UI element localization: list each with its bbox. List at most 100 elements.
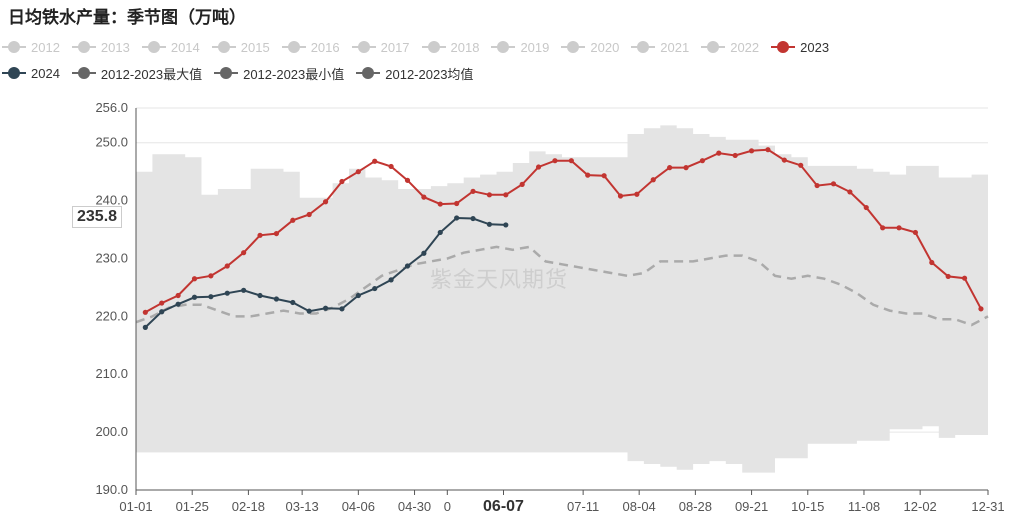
y-tick-label: 220.0: [95, 308, 128, 323]
series-2023-point: [568, 158, 574, 164]
legend-marker-icon: [631, 40, 656, 54]
series-2023-point: [830, 181, 837, 187]
series-2024-point: [388, 277, 394, 283]
series-2023-point: [322, 199, 329, 205]
x-tick-label: 03-13: [286, 499, 319, 514]
legend-item-2012-2023-[interactable]: 2012-2023最大值: [71, 64, 203, 83]
legend-marker-icon: [2, 66, 26, 80]
series-2024-point: [372, 285, 378, 292]
x-tick-label: 11-08: [848, 499, 880, 514]
legend-item-2016[interactable]: 2016: [281, 39, 340, 55]
legend-item-2023[interactable]: 2023: [771, 40, 829, 55]
legend-item-2021[interactable]: 2021: [631, 40, 689, 55]
legend-marker-icon: [701, 40, 726, 54]
legend-label: 2012-2023最小值: [243, 66, 345, 82]
legend-label: 2024: [31, 65, 60, 81]
legend-marker-icon: [561, 40, 586, 54]
legend-item-2012[interactable]: 2012: [2, 40, 60, 55]
x-tick-label: 02-18: [232, 499, 265, 514]
series-2023-point: [241, 250, 247, 256]
legend-label: 2014: [170, 39, 200, 55]
series-2023-point: [224, 263, 230, 269]
legend-label: 2018: [450, 39, 480, 55]
series-2023-point: [880, 225, 886, 231]
x-tick-label: 01-25: [176, 499, 209, 514]
series-2023-line: [144, 148, 982, 314]
watermark: 紫金天风期货: [430, 267, 569, 292]
series-2023-point: [175, 292, 181, 299]
legend-label: 2016: [310, 39, 340, 55]
x-tick-label: 07-11: [567, 499, 599, 514]
x-tick-label: 10-15: [791, 499, 824, 514]
legend-label: 2013: [100, 39, 130, 55]
series-2023-point: [339, 178, 345, 185]
series-average-line: [135, 245, 989, 327]
legend-marker-icon: [421, 40, 446, 54]
legend-item-2015[interactable]: 2015: [211, 40, 270, 55]
chart-title: 日均铁水产量：季节图（万吨）: [8, 8, 246, 27]
legend-label: 2020: [590, 39, 620, 55]
series-2024-point: [208, 294, 214, 300]
x-tick-label: 09-21: [735, 499, 768, 514]
series-2024-point: [273, 296, 280, 302]
y-tick-label: 190.0: [95, 482, 128, 497]
y-tick-label: 230.0: [95, 250, 128, 265]
series-2024-point: [421, 250, 427, 256]
legend-item-2013[interactable]: 2013: [71, 39, 130, 55]
x-tick-label: 08-04: [623, 499, 656, 514]
legend-item-2024[interactable]: 2024: [2, 66, 60, 81]
x-tick-label: 06-07: [483, 498, 524, 515]
legend-item-2022[interactable]: 2022: [701, 40, 759, 55]
series-2023-point: [699, 158, 706, 164]
y-tick-label: 240.0: [95, 193, 128, 208]
series-2023-point: [208, 273, 214, 279]
legend-item-2017[interactable]: 2017: [351, 40, 410, 55]
y-tick-label: 200.0: [95, 424, 128, 439]
series-2023-point: [847, 189, 853, 195]
series-2024-point: [322, 305, 329, 311]
series-2024-point: [191, 294, 198, 300]
series-2024-point: [404, 263, 411, 269]
crosshair-value-label: 235.8: [72, 206, 123, 228]
series-2023-point: [388, 163, 394, 170]
series-2024-point: [224, 290, 230, 296]
series-2023-point: [634, 191, 640, 197]
series-2023-point: [716, 150, 722, 156]
legend: 2012 2013 2014 2015 2016 2017 2018 2019 2020 2021…: [0, 34, 1022, 86]
series-2023-point: [257, 232, 263, 238]
legend-label: 2012-2023最大值: [100, 66, 203, 82]
legend-item-2020[interactable]: 2020: [561, 40, 619, 55]
x-tick-label: 08-28: [679, 499, 712, 514]
legend-item-2012-2023-[interactable]: 2012-2023最小值: [214, 64, 344, 83]
x-tick-label: 01-01: [119, 499, 152, 514]
series-2023-point: [732, 152, 738, 159]
legend-item-2014[interactable]: 2014: [141, 39, 200, 55]
legend-row-1: 2012 2013 2014 2015 2016 2017 2018 2019 2020 2021…: [0, 34, 1022, 60]
series-2024-point: [437, 229, 443, 236]
series-2024-point: [503, 222, 509, 228]
legend-item-2019[interactable]: 2019: [491, 40, 549, 55]
x-tick-label: 12-31: [971, 499, 1004, 514]
legend-label: 2022: [730, 39, 760, 55]
series-2023-point: [961, 275, 968, 281]
series-2023-point: [290, 217, 296, 223]
series-2024-point: [257, 292, 263, 299]
x-tick-label: 04-30: [398, 499, 431, 514]
legend-item-2012-2023-[interactable]: 2012-2023均值: [356, 64, 473, 83]
series-2023-point: [535, 164, 542, 170]
series-2023-point: [470, 188, 476, 194]
legend-marker-icon: [2, 40, 26, 54]
series-2023-point: [437, 201, 443, 207]
y-tick-label: 256.0: [95, 100, 128, 115]
legend-label: 2012-2023均值: [385, 66, 474, 82]
legend-label: 2012: [31, 39, 60, 55]
legend-marker-icon: [351, 40, 376, 54]
series-2024-point: [355, 292, 361, 299]
legend-marker-icon: [214, 66, 239, 80]
series-2023-point: [355, 169, 361, 175]
series-2023-point: [519, 181, 525, 187]
x-tick-label: 04-06: [342, 499, 375, 514]
legend-item-2018[interactable]: 2018: [421, 39, 480, 55]
x-tick-label: 12-02: [904, 499, 937, 514]
